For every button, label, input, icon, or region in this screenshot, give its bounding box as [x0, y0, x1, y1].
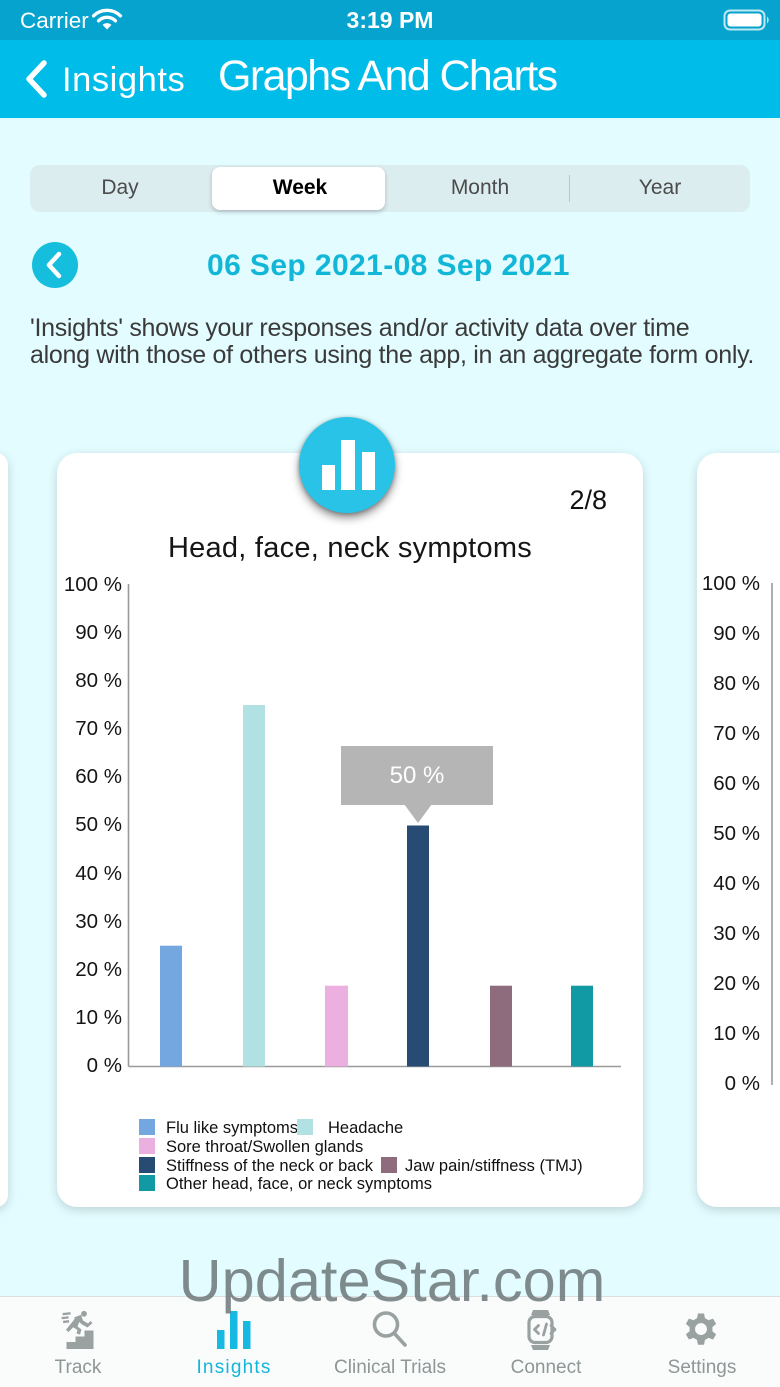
svg-text:90 %: 90 %: [713, 622, 760, 645]
svg-text:70 %: 70 %: [713, 722, 760, 745]
svg-text:0 %: 0 %: [87, 1054, 122, 1077]
svg-text:40 %: 40 %: [75, 862, 122, 885]
svg-text:100 %: 100 %: [64, 573, 122, 596]
svg-text:50 %: 50 %: [75, 813, 122, 836]
svg-text:70 %: 70 %: [75, 717, 122, 740]
svg-text:0 %: 0 %: [725, 1072, 760, 1095]
svg-text:60 %: 60 %: [75, 765, 122, 788]
svg-text:20 %: 20 %: [75, 958, 122, 981]
svg-text:90 %: 90 %: [75, 621, 122, 644]
svg-text:50 %: 50 %: [713, 822, 760, 845]
svg-text:100 %: 100 %: [702, 572, 760, 595]
svg-text:10 %: 10 %: [713, 1022, 760, 1045]
svg-text:20 %: 20 %: [713, 972, 760, 995]
svg-text:30 %: 30 %: [75, 910, 122, 933]
svg-text:30 %: 30 %: [713, 922, 760, 945]
svg-text:60 %: 60 %: [713, 772, 760, 795]
svg-text:10 %: 10 %: [75, 1006, 122, 1029]
svg-text:40 %: 40 %: [713, 872, 760, 895]
svg-text:80 %: 80 %: [75, 669, 122, 692]
svg-text:80 %: 80 %: [713, 672, 760, 695]
